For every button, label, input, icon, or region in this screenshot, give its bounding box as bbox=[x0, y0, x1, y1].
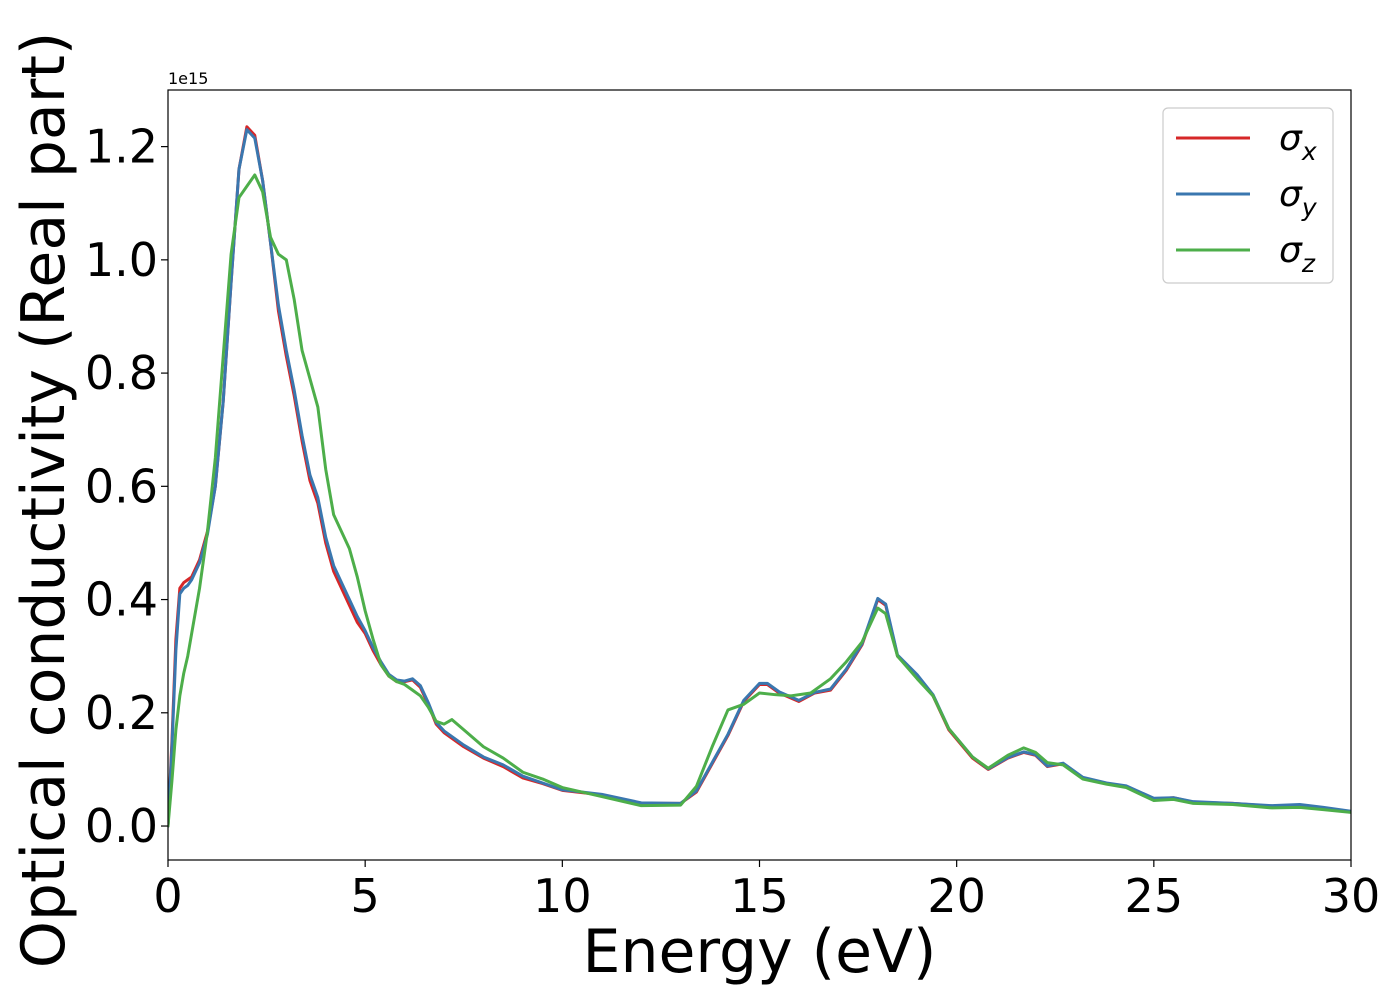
y-tick-label: 0.8 bbox=[85, 346, 158, 400]
legend-label-x: σx bbox=[1279, 118, 1317, 166]
x-tick-label: 20 bbox=[927, 869, 986, 923]
legend-label-z: σz bbox=[1279, 230, 1316, 278]
legend-label-y: σy bbox=[1279, 174, 1318, 222]
y-tick-label: 0.0 bbox=[85, 799, 158, 853]
y-tick-label: 0.6 bbox=[85, 459, 158, 513]
x-tick-label: 5 bbox=[351, 869, 380, 923]
x-tick-label: 30 bbox=[1322, 869, 1381, 923]
y-tick-label: 0.2 bbox=[85, 686, 158, 740]
series-line-z bbox=[168, 173, 1351, 828]
y-tick-label: 0.4 bbox=[85, 573, 158, 627]
x-axis: 0 5 10 15 20 25 30 bbox=[153, 860, 1380, 923]
y-axis: 0.0 0.2 0.4 0.6 0.8 1.0 1.2 bbox=[85, 120, 168, 853]
series-line-y bbox=[168, 128, 1351, 828]
x-axis-title: Energy (eV) bbox=[583, 917, 937, 987]
series-layer bbox=[168, 125, 1351, 828]
y-axis-title: Optical conductivity (Real part) bbox=[9, 32, 79, 969]
y-tick-label: 1.2 bbox=[85, 120, 158, 174]
y-offset-label: 1e15 bbox=[168, 69, 208, 88]
x-tick-label: 10 bbox=[533, 869, 592, 923]
x-tick-label: 0 bbox=[153, 869, 182, 923]
legend: σx σy σz bbox=[1162, 107, 1334, 284]
x-tick-label: 25 bbox=[1125, 869, 1184, 923]
x-tick-label: 15 bbox=[730, 869, 789, 923]
y-tick-label: 1.0 bbox=[85, 233, 158, 287]
